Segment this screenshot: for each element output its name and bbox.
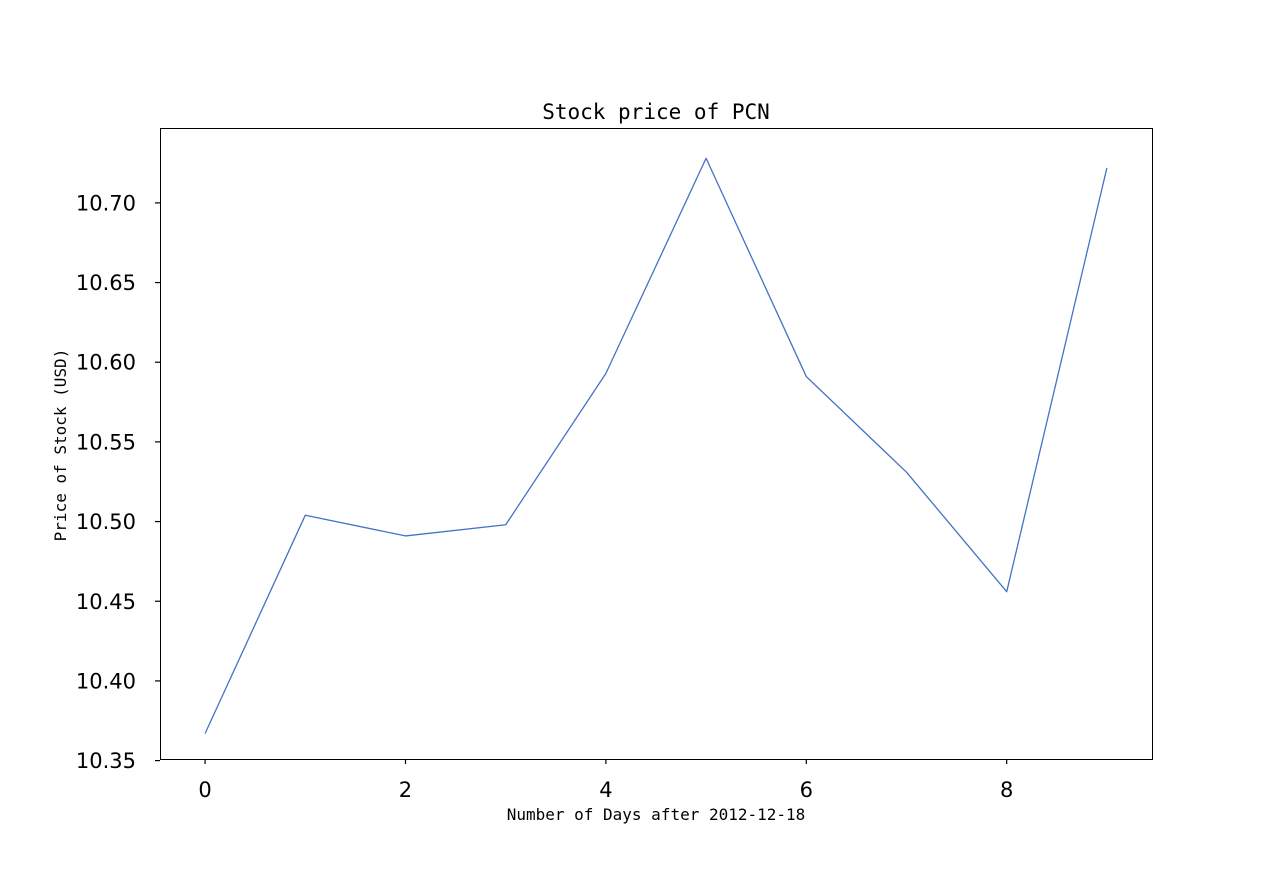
price-series-line xyxy=(204,157,1108,734)
y-tick-label: 10.45 xyxy=(76,590,136,614)
y-tick-label: 10.40 xyxy=(76,669,136,693)
x-tick-label: 6 xyxy=(800,778,813,802)
x-tick-label: 2 xyxy=(399,778,412,802)
y-tick-label: 10.70 xyxy=(76,191,136,215)
y-tick-label: 10.35 xyxy=(76,749,136,773)
y-tick-label: 10.55 xyxy=(76,430,136,454)
series-layer xyxy=(204,157,1108,734)
x-tick-label: 4 xyxy=(599,778,612,802)
y-axis-label: Price of Stock (USD) xyxy=(51,349,70,542)
plot-area xyxy=(160,128,1153,760)
x-axis: 0 2 4 6 8 xyxy=(198,759,1013,802)
x-tick-label: 8 xyxy=(1000,778,1013,802)
y-tick-label: 10.65 xyxy=(76,271,136,295)
y-tick-label: 10.50 xyxy=(76,510,136,534)
x-tick-label: 0 xyxy=(198,778,211,802)
y-tick-label: 10.60 xyxy=(76,351,136,375)
chart-title: Stock price of PCN xyxy=(542,100,770,124)
y-axis: 10.35 10.40 10.45 10.50 10.55 10.60 10.65 10.70 xyxy=(76,191,160,773)
x-axis-label: Number of Days after 2012-12-18 xyxy=(507,805,806,824)
